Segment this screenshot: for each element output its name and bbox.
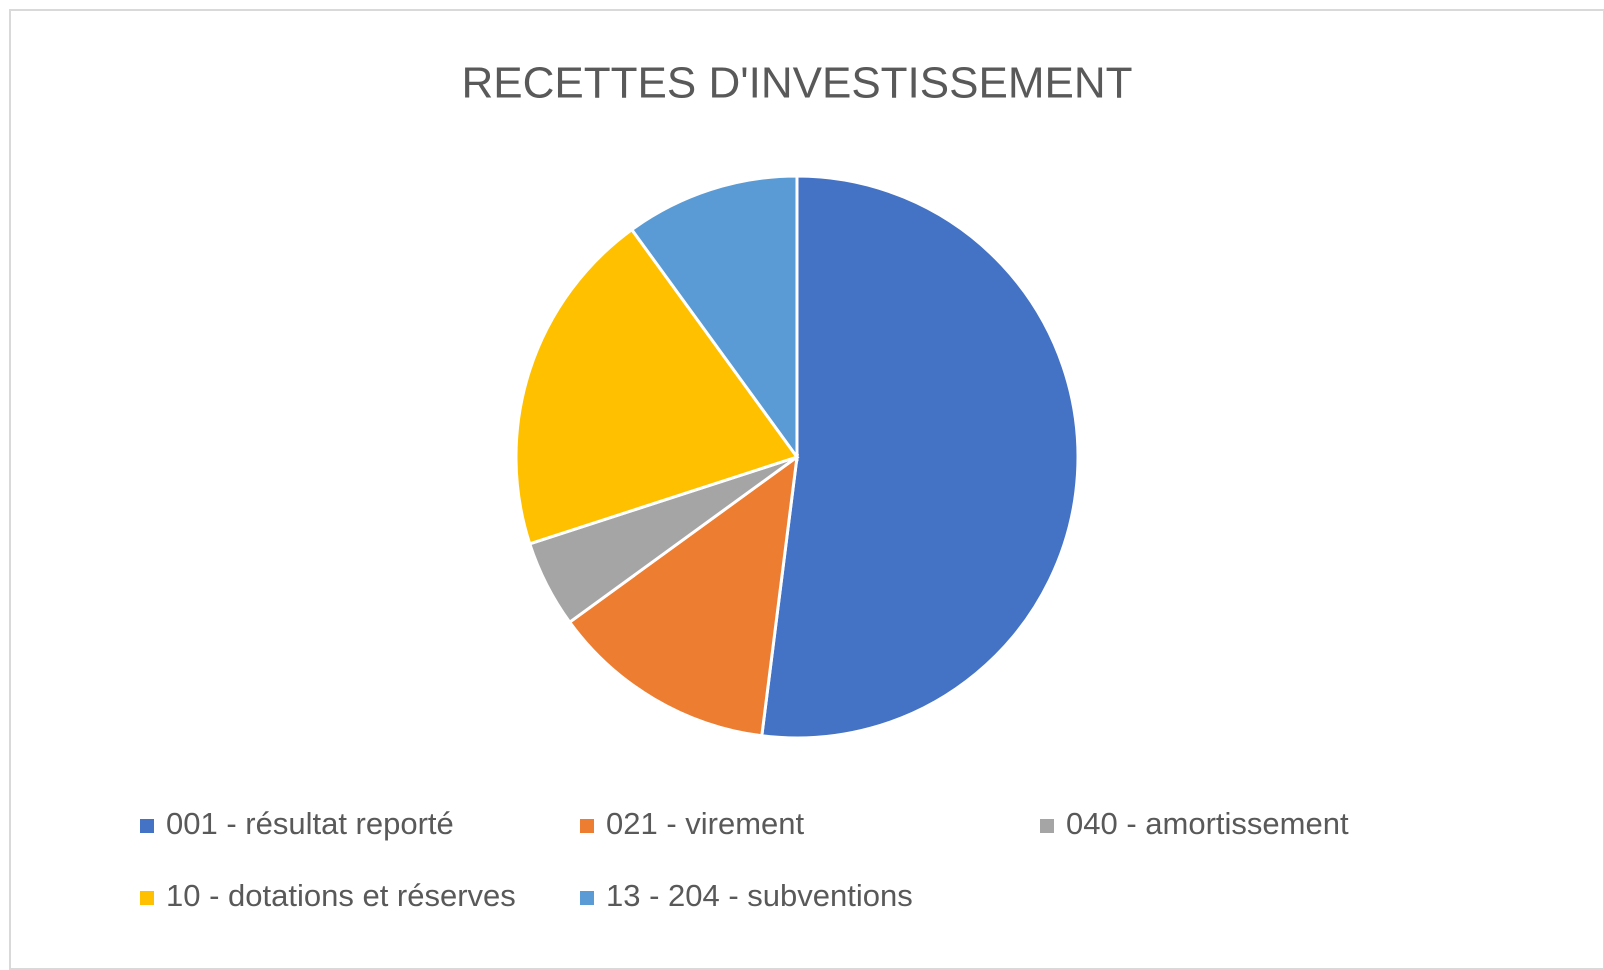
legend-text: 10 - dotations et réserves <box>166 878 516 913</box>
legend-swatch <box>140 819 154 833</box>
legend-text: 13 - 204 - subventions <box>606 878 913 913</box>
legend-text: 001 - résultat reporté <box>166 806 454 841</box>
legend-swatch <box>1040 819 1054 833</box>
pie-slice <box>760 174 1080 740</box>
legend-text: 040 - amortissement <box>1066 806 1349 841</box>
legend-text: 021 - virement <box>606 806 805 841</box>
chart-title: RECETTES D'INVESTISSEMENT <box>462 59 1133 108</box>
pie-slice <box>629 174 799 462</box>
pie-slice <box>567 453 799 738</box>
legend-swatch <box>580 891 594 905</box>
legend-swatch <box>580 819 594 833</box>
pie-slice <box>514 227 800 546</box>
legend-swatch <box>140 891 154 905</box>
